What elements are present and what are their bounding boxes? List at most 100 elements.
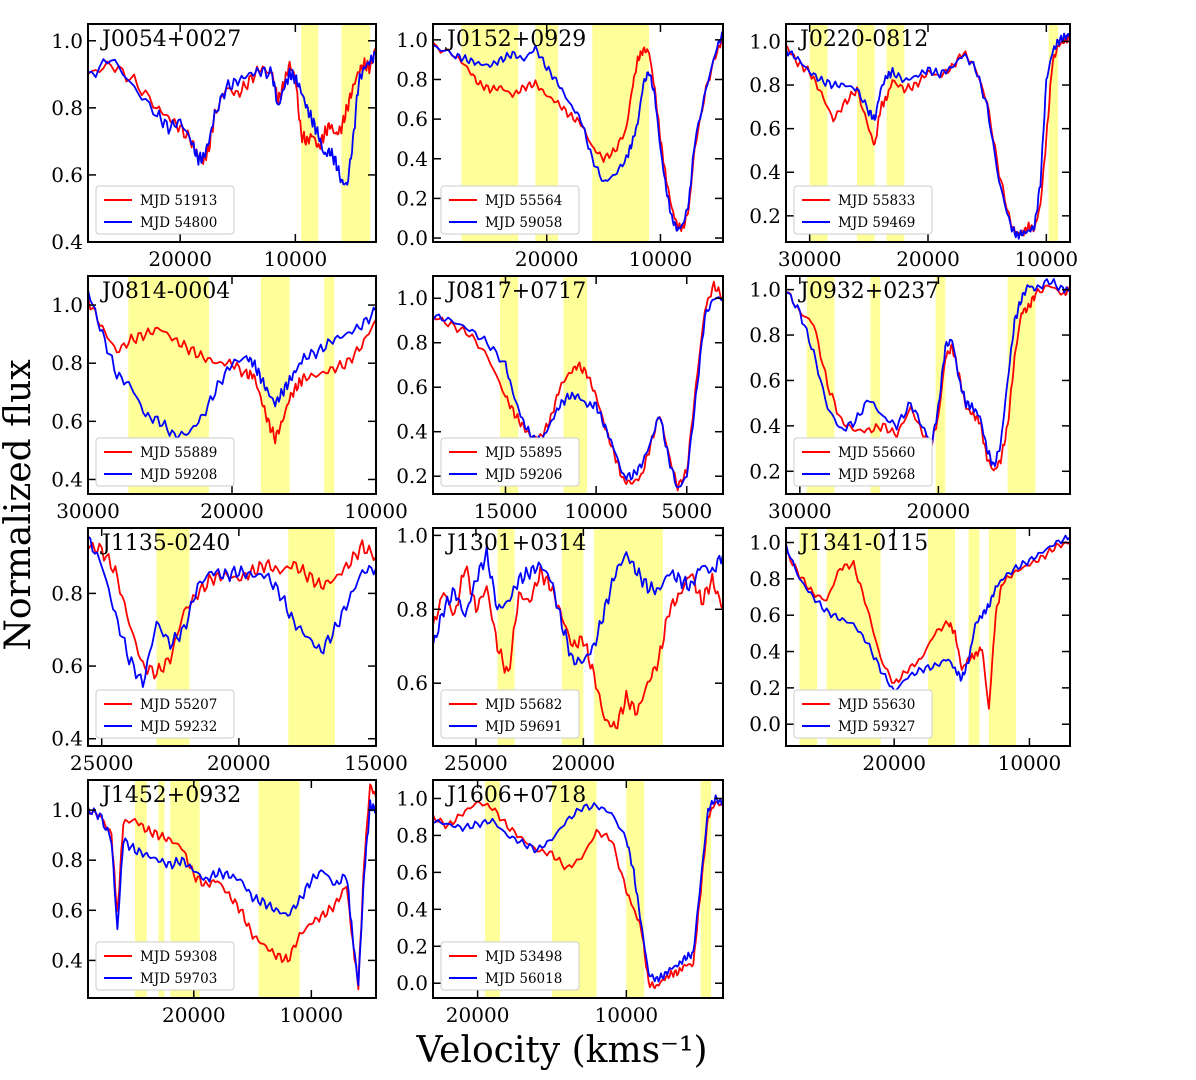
y-tick-label: 1.0 — [749, 531, 781, 555]
y-tick-label: 0.4 — [51, 467, 83, 491]
y-tick-label: 0.0 — [396, 226, 428, 250]
panel-title: J0054+0027 — [100, 27, 241, 52]
y-tick-label: 1.0 — [396, 286, 428, 310]
series-line-1 — [433, 800, 723, 990]
x-tick-label: 20000 — [552, 751, 616, 775]
legend-label: MJD 59208 — [140, 467, 217, 483]
x-tick-label: 25000 — [70, 751, 134, 775]
legend-label: MJD 59206 — [485, 467, 562, 483]
shaded-band — [301, 24, 319, 242]
panel-j0814-0004: 30000 20000 10000 0.4 0.6 0.8 1.0 J0814-0004 MJD… — [51, 275, 408, 523]
y-tick-label: 0.0 — [396, 971, 428, 995]
y-tick-label: 1.0 — [51, 29, 83, 53]
panel-title: J1301+0314 — [445, 531, 586, 556]
plot-frame — [432, 275, 724, 495]
x-tick-label: 10000 — [595, 1003, 659, 1027]
y-tick-label: 0.8 — [51, 96, 83, 120]
x-tick-label: 30000 — [56, 499, 120, 523]
series-line-2 — [433, 794, 723, 983]
x-tick-label: 25000 — [444, 751, 508, 775]
shaded-band — [324, 276, 335, 494]
panel-j1452+0932: 20000 10000 0.4 0.6 0.8 1.0 J1452+0932 MJD 5930… — [51, 779, 377, 1027]
x-tick-label: 20000 — [446, 1003, 510, 1027]
shaded-band — [594, 528, 663, 746]
y-tick-label: 0.4 — [749, 414, 781, 438]
shaded-band — [988, 528, 1016, 746]
panel-title: J1341-0115 — [798, 531, 928, 556]
legend-label: MJD 55660 — [838, 445, 915, 461]
series-line-2 — [433, 545, 723, 666]
panel-j1135-0240: 25000 20000 15000 0.4 0.6 0.8 J1135-0240 MJD 55… — [51, 527, 408, 775]
y-tick-label: 1.0 — [396, 28, 428, 52]
legend-label: MJD 59058 — [485, 215, 562, 231]
x-tick-label: 15000 — [474, 499, 538, 523]
series-line-2 — [786, 534, 1070, 692]
panel-title: J1135-0240 — [100, 531, 230, 556]
y-tick-label: 0.2 — [749, 459, 781, 483]
shaded-band — [158, 780, 165, 998]
y-tick-label: 0.4 — [396, 147, 428, 171]
legend-label: MJD 55630 — [838, 697, 915, 713]
shaded-band — [135, 780, 147, 998]
y-tick-label: 0.8 — [51, 848, 83, 872]
y-tick-label: 0.2 — [749, 204, 781, 228]
series-line-1 — [786, 541, 1070, 710]
y-tick-label: 0.2 — [396, 934, 428, 958]
plot-frame — [87, 527, 377, 747]
y-tick-label: 0.6 — [51, 409, 83, 433]
panel-j0817+0717: 15000 10000 5000 0.2 0.4 0.6 0.8 1.0 J0817+0717 M… — [396, 275, 724, 523]
legend-label: MJD 59268 — [838, 467, 915, 483]
x-tick-label: 15000 — [344, 751, 408, 775]
series-line-1 — [433, 565, 723, 730]
series-line-2 — [433, 296, 723, 489]
y-tick-label: 0.8 — [749, 323, 781, 347]
series-line-1 — [433, 280, 723, 492]
plot-frame — [87, 23, 377, 243]
x-tick-label: 10000 — [1015, 247, 1079, 271]
series-line-2 — [88, 50, 376, 186]
y-tick-label: 0.0 — [749, 712, 781, 736]
series-line-1 — [786, 33, 1070, 237]
plot-frame — [785, 275, 1071, 495]
y-tick-label: 0.4 — [749, 640, 781, 664]
x-tick-label: 20000 — [862, 751, 926, 775]
legend-label: MJD 55895 — [485, 445, 562, 461]
shaded-band — [341, 24, 371, 242]
y-tick-label: 0.8 — [396, 331, 428, 355]
series-line-2 — [786, 32, 1070, 240]
y-tick-label: 0.6 — [749, 117, 781, 141]
y-tick-label: 1.0 — [396, 786, 428, 810]
y-tick-label: 0.6 — [51, 654, 83, 678]
legend-label: MJD 59327 — [838, 719, 915, 735]
panel-title: J0152+0929 — [445, 27, 586, 52]
y-tick-label: 0.4 — [51, 230, 83, 254]
panel-title: J0932+0237 — [798, 279, 939, 304]
series-line-1 — [88, 297, 376, 445]
legend-label: MJD 56018 — [485, 971, 562, 987]
shaded-band — [700, 780, 712, 998]
plot-frame — [432, 527, 724, 747]
y-tick-label: 0.8 — [396, 823, 428, 847]
panel-j0152+0929: 20000 10000 0.0 0.2 0.4 0.6 0.8 1.0 J0152+0929 MJ… — [396, 23, 724, 271]
legend-label: MJD 59703 — [140, 971, 217, 987]
y-tick-label: 0.6 — [51, 898, 83, 922]
y-tick-label: 0.8 — [51, 351, 83, 375]
y-tick-label: 0.4 — [396, 897, 428, 921]
x-tick-label: 10000 — [998, 751, 1062, 775]
legend-label: MJD 55682 — [485, 697, 562, 713]
y-tick-label: 0.4 — [51, 727, 83, 751]
shaded-band — [258, 780, 300, 998]
panel-title: J0814-0004 — [100, 279, 230, 304]
y-tick-label: 0.8 — [749, 567, 781, 591]
x-tick-label: 10000 — [564, 499, 628, 523]
x-tick-label: 20000 — [515, 247, 579, 271]
y-tick-label: 1.0 — [749, 278, 781, 302]
x-tick-label: 20000 — [907, 499, 971, 523]
shaded-band — [1048, 24, 1059, 242]
x-tick-label: 10000 — [629, 247, 693, 271]
panel-j0220-0812: 30000 20000 10000 0.2 0.4 0.6 0.8 1.0 J0220-0812… — [749, 23, 1079, 271]
series-line-1 — [88, 47, 376, 165]
y-tick-label: 0.8 — [749, 73, 781, 97]
x-tick-label: 10000 — [264, 247, 328, 271]
